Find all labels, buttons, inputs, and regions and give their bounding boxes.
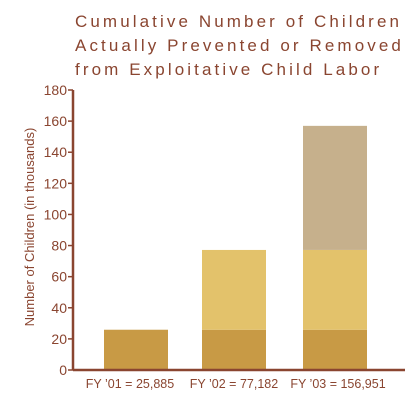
chart-title-line-3: from Exploitative Child Labor [75,60,382,79]
y-tick-label: 40 [51,300,67,316]
y-axis: 0 20 40 60 80 100 120 140 160 180 [44,82,75,378]
y-tick-label: 80 [51,238,67,254]
y-axis-title: Number of Children (in thousands) [22,128,37,327]
bar-segment-3-2 [303,249,367,330]
y-tick-label: 120 [44,175,68,191]
x-axis: FY ’01 = 25,885 FY ’02 = 77,182 FY ’03 = 1… [73,368,405,391]
y-tick-label: 100 [44,206,68,222]
bar-segment-3-3 [303,125,367,250]
y-tick-label: 20 [51,331,67,347]
bar-segment-1-1 [104,329,168,370]
y-tick-label: 140 [44,144,68,160]
bar-segment-3-1 [303,329,367,370]
x-category-label: FY ’03 = 156,951 [290,377,385,391]
chart-title-line-2: Actually Prevented or Removed [75,36,404,55]
x-category-label: FY ’02 = 77,182 [190,377,278,391]
y-tick-label: 160 [44,113,68,129]
chart-title-line-1: Cumulative Number of Children [75,12,402,31]
chart-title: Cumulative Number of Children Actually P… [75,12,404,79]
x-category-label: FY ’01 = 25,885 [86,377,174,391]
bar-segment-2-1 [202,329,266,370]
y-tick-label: 60 [51,269,67,285]
bars [104,125,367,370]
bar-segment-2-2 [202,249,266,330]
y-tick-label: 180 [44,82,68,98]
y-tick-label: 0 [59,362,67,378]
